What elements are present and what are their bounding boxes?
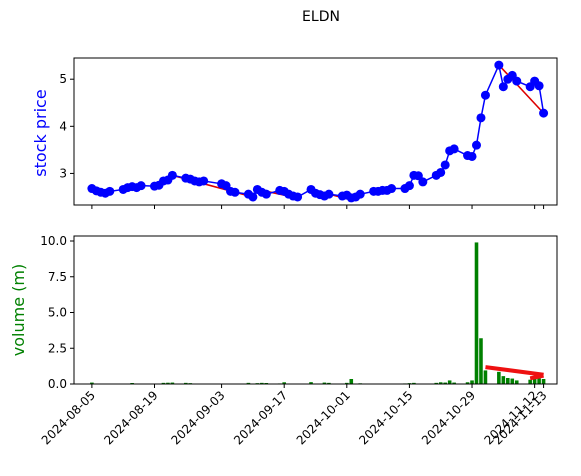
price-y-tick-label: 5 (59, 72, 67, 86)
volume-bar (470, 380, 474, 384)
volume-y-tick-label: 10.0 (40, 234, 67, 248)
price-point (468, 152, 477, 161)
volume-axis-label: volume (m) (9, 264, 28, 356)
price-x-ticks (92, 205, 544, 209)
price-point (476, 113, 485, 122)
price-point (405, 181, 414, 190)
price-point (387, 184, 396, 193)
price-panel: stock price 3 4 5 (31, 58, 557, 209)
volume-bar (484, 370, 488, 384)
price-point (512, 77, 521, 86)
x-tick-label: 2024-10-01 (294, 388, 353, 447)
volume-bar (479, 338, 483, 384)
price-point (499, 82, 508, 91)
x-tick-label: 2024-10-15 (356, 388, 415, 447)
price-point (535, 81, 544, 90)
price-point (450, 144, 459, 153)
price-point (137, 181, 146, 190)
volume-bar (475, 242, 479, 384)
volume-bar (349, 379, 353, 384)
volume-y-tick-label: 7.5 (48, 270, 67, 284)
price-series-line (92, 65, 544, 198)
volume-bar (528, 380, 532, 384)
price-point (293, 192, 302, 201)
price-y-ticks: 3 4 5 (59, 72, 74, 180)
volume-bar (448, 380, 452, 384)
x-tick-label: 2024-08-05 (39, 388, 98, 447)
price-trend-lines (172, 65, 543, 200)
price-point (418, 177, 427, 186)
price-point (105, 187, 114, 196)
volume-y-tick-label: 5.0 (48, 306, 67, 320)
price-point (324, 190, 333, 199)
price-point (356, 190, 365, 199)
volume-bar (542, 379, 546, 384)
volume-y-tick-label: 0.0 (48, 377, 67, 391)
price-point (472, 141, 481, 150)
x-tick-label: 2024-09-03 (168, 388, 227, 447)
volume-bar (515, 380, 519, 384)
volume-bar (497, 372, 501, 384)
price-axis-label: stock price (31, 89, 50, 176)
price-y-tick-label: 4 (59, 119, 67, 133)
price-y-tick-label: 3 (59, 166, 67, 180)
price-point (168, 171, 177, 180)
x-tick-label: 2024-10-29 (419, 388, 478, 447)
price-point (199, 176, 208, 185)
price-point (436, 168, 445, 177)
volume-bar (510, 379, 514, 384)
volume-trend-line (485, 367, 543, 375)
price-point (248, 192, 257, 201)
price-plot-frame (74, 58, 557, 205)
volume-plot-frame (74, 236, 557, 384)
x-tick-label: 2024-08-19 (101, 388, 160, 447)
x-tick-label: 2024-09-17 (231, 388, 290, 447)
volume-y-ticks: 0.0 2.5 5.0 7.5 10.0 (40, 234, 74, 391)
price-point (481, 91, 490, 100)
volume-bar (506, 378, 510, 384)
chart-title: ELDN (302, 9, 340, 25)
price-point (231, 188, 240, 197)
x-tick-label: 2024-11-13 (490, 388, 549, 447)
volume-trend-lines (485, 367, 543, 378)
volume-trend-line (530, 376, 543, 379)
price-point (262, 190, 271, 199)
volume-bar (502, 376, 506, 384)
price-point (441, 160, 450, 169)
price-point (494, 61, 503, 70)
volume-bars (90, 242, 545, 384)
volume-y-tick-label: 2.5 (48, 341, 67, 355)
price-point (539, 109, 548, 118)
volume-bar (537, 378, 541, 384)
